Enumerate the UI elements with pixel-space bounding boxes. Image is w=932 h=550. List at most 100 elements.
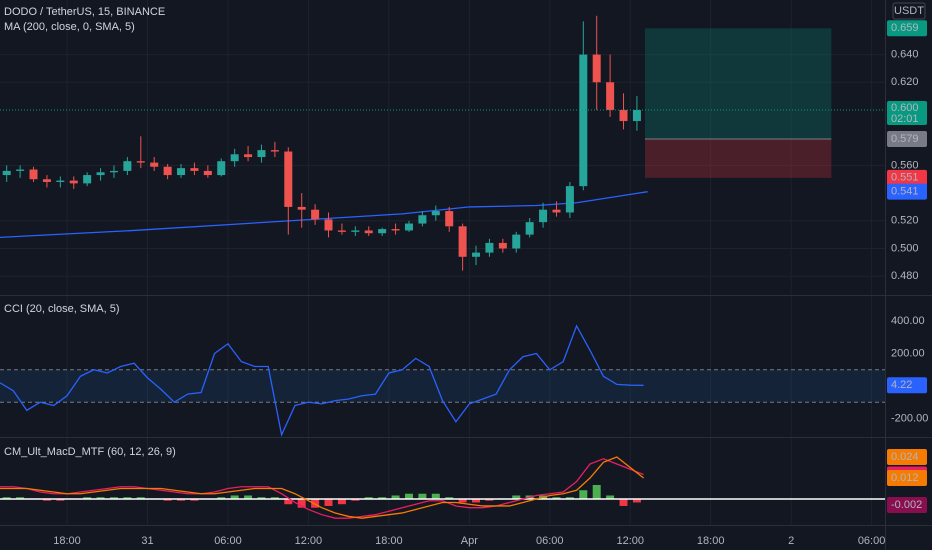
time-tick-label: 18:00 [53, 535, 81, 547]
last-price-badge [887, 100, 927, 125]
cci-tick-label: -200.00 [891, 412, 928, 424]
candle-body [203, 170, 212, 176]
histogram-bar [619, 498, 628, 506]
time-tick-label: 31 [141, 535, 153, 547]
last-price-label: 0.600 [891, 102, 919, 114]
candle-body [351, 230, 360, 232]
cci-band [0, 369, 885, 403]
macd-title: CM_Ult_MacD_MTF (60, 12, 26, 9) [4, 446, 176, 458]
time-tick-label: 06:00 [214, 535, 242, 547]
histogram-bar [177, 498, 186, 501]
price-badge-label: 0.551 [891, 172, 919, 184]
candle-body [109, 170, 118, 173]
price-badge-label: 0.659 [891, 22, 919, 34]
candle-body [498, 242, 507, 249]
time-tick-label: 18:00 [375, 535, 403, 547]
candle-body [270, 150, 279, 152]
candle-body [311, 209, 320, 220]
candle-body [177, 168, 186, 176]
candle-body [69, 180, 78, 184]
histogram-bar [324, 498, 333, 506]
histogram-bar [297, 498, 306, 508]
histogram-bar [458, 498, 467, 503]
candle-body [472, 252, 481, 257]
time-tick-label: 2 [788, 535, 794, 547]
target-zone [644, 28, 832, 140]
histogram-bar [136, 497, 145, 499]
histogram-bar [351, 498, 360, 501]
candle-body [42, 179, 51, 182]
histogram-bar [217, 497, 226, 499]
candle-body [539, 209, 548, 223]
candle-body [391, 229, 400, 231]
candle-body [592, 54, 601, 83]
time-tick-label: 06:00 [536, 535, 564, 547]
histogram-bar [632, 498, 641, 503]
candle-body [632, 109, 641, 122]
price-badge [887, 470, 927, 487]
candle-body [418, 215, 427, 224]
candle-body [404, 223, 413, 231]
candle-body [337, 230, 346, 232]
candle-body [512, 234, 521, 249]
candle-body [565, 186, 574, 213]
price-badge [887, 169, 927, 186]
candle-body [619, 109, 628, 122]
candle-body [552, 209, 561, 213]
price-badge [887, 131, 927, 148]
histogram-bar [2, 497, 11, 499]
histogram-bar [16, 497, 25, 499]
currency-box[interactable] [892, 2, 926, 20]
candle-body [284, 151, 293, 207]
candle-body [606, 82, 615, 110]
histogram-bar [123, 497, 132, 499]
indicator-legend: MA (200, close, 0, SMA, 5) [4, 21, 135, 33]
histogram-bar [190, 498, 199, 501]
histogram-bar [56, 498, 65, 501]
candle-body [29, 169, 38, 180]
candle-body [16, 169, 25, 171]
histogram-bar [418, 493, 427, 499]
candle-body [136, 161, 145, 163]
price-tick-label: 0.520 [891, 215, 919, 227]
time-tick-label: 12:00 [616, 535, 644, 547]
time-tick-label: 12:00 [295, 535, 323, 547]
cci-line [0, 324, 644, 437]
candle-body [525, 222, 534, 235]
currency: USDT [894, 5, 924, 17]
candle-body [324, 219, 333, 231]
candle-body [445, 211, 454, 227]
price-tick-label: 0.620 [891, 76, 919, 88]
candle-body [123, 161, 132, 171]
price-badge-label: 0.541 [891, 186, 919, 198]
histogram-bar [364, 497, 373, 499]
time-tick-label: Apr [461, 535, 478, 547]
price-badge-label: 0.012 [891, 472, 919, 484]
candle-body [364, 230, 373, 234]
price-tick-label: 0.560 [891, 159, 919, 171]
candle-body [297, 206, 306, 210]
candle-body [190, 168, 199, 171]
price-badge [887, 183, 927, 200]
histogram-bar [391, 495, 400, 499]
price-tick-label: 0.500 [891, 242, 919, 254]
price-badge-label: 0.024 [891, 451, 919, 463]
histogram-bar [109, 497, 118, 499]
stop-zone [644, 139, 832, 178]
histogram-bar [311, 498, 320, 508]
price-badge-label: 0.579 [891, 133, 919, 145]
histogram-bar [257, 497, 266, 499]
histogram-bar [284, 498, 293, 505]
candle-body [217, 161, 226, 176]
candle-body [163, 166, 172, 176]
candle-body [2, 170, 11, 176]
time-tick-label: 18:00 [697, 535, 725, 547]
cci-tick-label: 200.00 [891, 347, 925, 359]
price-badge [887, 20, 927, 37]
candle-body [244, 154, 253, 158]
macd-line [0, 456, 645, 519]
macd-line [0, 458, 644, 519]
histogram-bar [96, 497, 105, 499]
